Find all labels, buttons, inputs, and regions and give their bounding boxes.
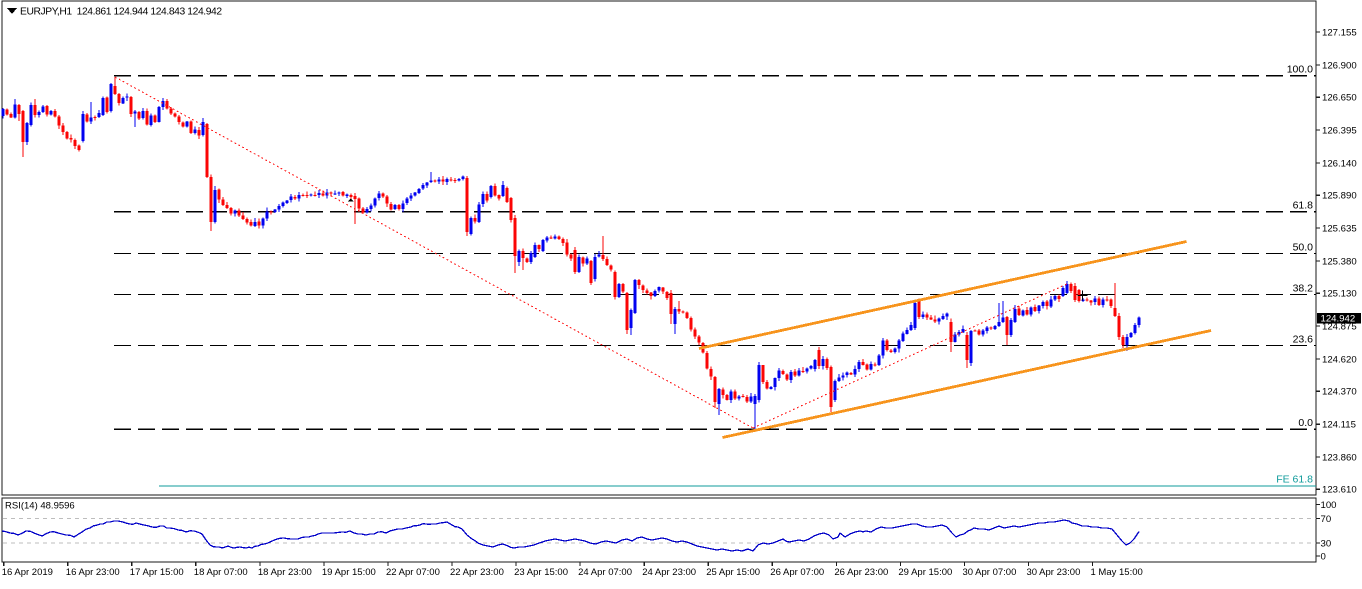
svg-text:30 Apr 23:00: 30 Apr 23:00 — [1027, 567, 1081, 578]
svg-text:23 Apr 15:00: 23 Apr 15:00 — [514, 567, 568, 578]
svg-text:26 Apr 23:00: 26 Apr 23:00 — [834, 567, 888, 578]
svg-text:124.370: 124.370 — [1322, 387, 1357, 398]
svg-text:25 Apr 15:00: 25 Apr 15:00 — [706, 567, 760, 578]
svg-text:0.0: 0.0 — [1298, 417, 1313, 429]
svg-text:19 Apr 15:00: 19 Apr 15:00 — [322, 567, 376, 578]
svg-text:FE 61.8: FE 61.8 — [1276, 474, 1313, 486]
svg-text:22 Apr 23:00: 22 Apr 23:00 — [450, 567, 504, 578]
svg-text:126.900: 126.900 — [1322, 60, 1357, 71]
svg-text:16 Apr 2019: 16 Apr 2019 — [2, 567, 53, 578]
svg-text:18 Apr 07:00: 18 Apr 07:00 — [194, 567, 248, 578]
svg-text:124.620: 124.620 — [1322, 354, 1357, 365]
svg-text:17 Apr 15:00: 17 Apr 15:00 — [130, 567, 184, 578]
svg-text:16 Apr 23:00: 16 Apr 23:00 — [66, 567, 120, 578]
svg-text:125.635: 125.635 — [1322, 224, 1357, 235]
svg-text:24 Apr 23:00: 24 Apr 23:00 — [642, 567, 696, 578]
svg-text:100.0: 100.0 — [1287, 63, 1313, 75]
svg-text:30: 30 — [1321, 539, 1332, 550]
svg-text:124.875: 124.875 — [1322, 322, 1357, 333]
svg-text:126.140: 126.140 — [1322, 158, 1357, 169]
svg-text:30 Apr 07:00: 30 Apr 07:00 — [963, 567, 1017, 578]
svg-text:123.610: 123.610 — [1322, 485, 1357, 496]
svg-text:61.8: 61.8 — [1293, 199, 1314, 211]
svg-text:125.130: 125.130 — [1322, 289, 1357, 300]
svg-text:50.0: 50.0 — [1293, 241, 1314, 253]
svg-text:125.890: 125.890 — [1322, 191, 1357, 202]
svg-text:100: 100 — [1321, 500, 1337, 511]
svg-text:23.6: 23.6 — [1293, 333, 1314, 345]
svg-text:126.650: 126.650 — [1322, 93, 1357, 104]
svg-text:70: 70 — [1321, 514, 1332, 525]
svg-text:24 Apr 07:00: 24 Apr 07:00 — [578, 567, 632, 578]
svg-text:1 May 15:00: 1 May 15:00 — [1091, 567, 1143, 578]
svg-text:126.395: 126.395 — [1322, 126, 1357, 137]
svg-text:RSI(14) 48.9596: RSI(14) 48.9596 — [5, 501, 75, 512]
svg-text:22 Apr 07:00: 22 Apr 07:00 — [386, 567, 440, 578]
svg-text:125.380: 125.380 — [1322, 256, 1357, 267]
svg-text:26 Apr 07:00: 26 Apr 07:00 — [770, 567, 824, 578]
svg-text:124.115: 124.115 — [1322, 420, 1356, 431]
svg-text:EURJPY,H1 124.861 124.944 124: EURJPY,H1 124.861 124.944 124.843 124.94… — [20, 7, 222, 18]
svg-text:123.860: 123.860 — [1322, 453, 1357, 464]
svg-text:18 Apr 23:00: 18 Apr 23:00 — [258, 567, 312, 578]
svg-text:29 Apr 15:00: 29 Apr 15:00 — [898, 567, 952, 578]
svg-text:124.942: 124.942 — [1321, 314, 1356, 325]
svg-text:127.155: 127.155 — [1322, 27, 1357, 38]
svg-text:38.2: 38.2 — [1293, 282, 1314, 294]
svg-text:0: 0 — [1321, 551, 1326, 562]
